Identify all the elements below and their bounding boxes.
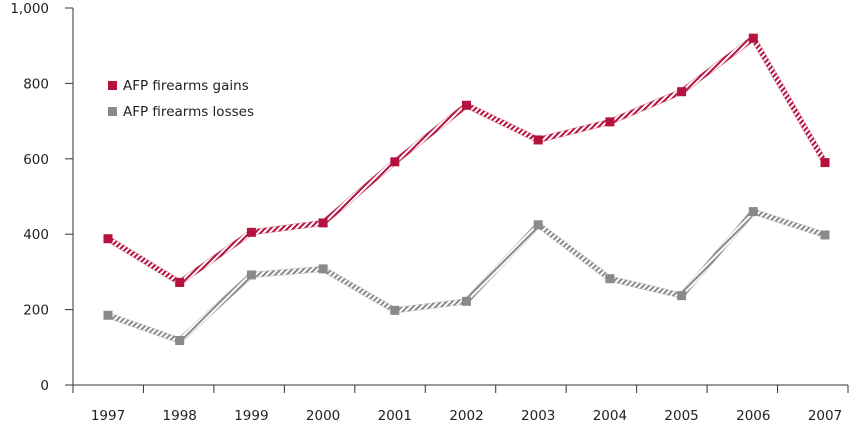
y-tick-label: 400	[23, 227, 49, 243]
data-point	[175, 336, 185, 346]
data-point	[246, 270, 256, 280]
y-tick-label: 600	[23, 152, 49, 168]
series-0	[103, 33, 830, 287]
y-tick-label: 200	[23, 303, 49, 319]
data-point	[533, 135, 543, 145]
x-tick-label: 2005	[664, 408, 698, 424]
x-tick-label: 1997	[91, 408, 125, 424]
x-tick-label: 2003	[521, 408, 555, 424]
data-point	[103, 310, 113, 320]
series-layer	[103, 33, 830, 346]
series-line	[106, 34, 828, 286]
y-tick-label: 800	[23, 76, 49, 92]
series-line-band	[107, 208, 826, 344]
series-1	[103, 207, 830, 346]
data-point	[748, 33, 758, 43]
series-line-band	[106, 33, 828, 287]
data-point	[605, 274, 615, 284]
legend-swatch	[108, 107, 117, 116]
y-tick-label: 1,000	[10, 1, 49, 17]
legend-swatch	[108, 81, 117, 90]
legend: AFP firearms gains AFP firearms losses	[108, 78, 254, 120]
data-point	[390, 157, 400, 167]
x-tick-label: 2004	[593, 408, 627, 424]
data-point	[533, 220, 543, 230]
x-tick-label: 1998	[163, 408, 197, 424]
x-tick-label: 2006	[736, 408, 770, 424]
data-point	[103, 234, 113, 244]
legend-label: AFP firearms gains	[123, 78, 249, 94]
data-point	[175, 277, 185, 287]
data-point	[748, 207, 758, 217]
legend-label: AFP firearms losses	[123, 104, 254, 120]
data-point	[605, 117, 615, 127]
data-point	[462, 296, 471, 306]
data-point	[246, 227, 256, 237]
series-line	[107, 208, 826, 344]
data-point	[820, 230, 830, 240]
y-tick-label: 0	[40, 378, 49, 394]
axes: 0 200 400 600 800 1,000 1997 1998 1999 2000 2001 20…	[10, 1, 849, 424]
x-tick-label: 2002	[449, 408, 483, 424]
data-point	[820, 158, 830, 168]
x-tick-label: 2001	[378, 408, 412, 424]
data-point	[318, 218, 328, 228]
data-point	[390, 305, 400, 315]
data-point	[677, 87, 687, 97]
data-point	[462, 100, 471, 110]
data-point	[318, 264, 328, 274]
x-tick-label: 1999	[234, 408, 268, 424]
x-tick-label: 2000	[306, 408, 340, 424]
x-tick-label: 2007	[808, 408, 842, 424]
data-point	[677, 291, 687, 301]
